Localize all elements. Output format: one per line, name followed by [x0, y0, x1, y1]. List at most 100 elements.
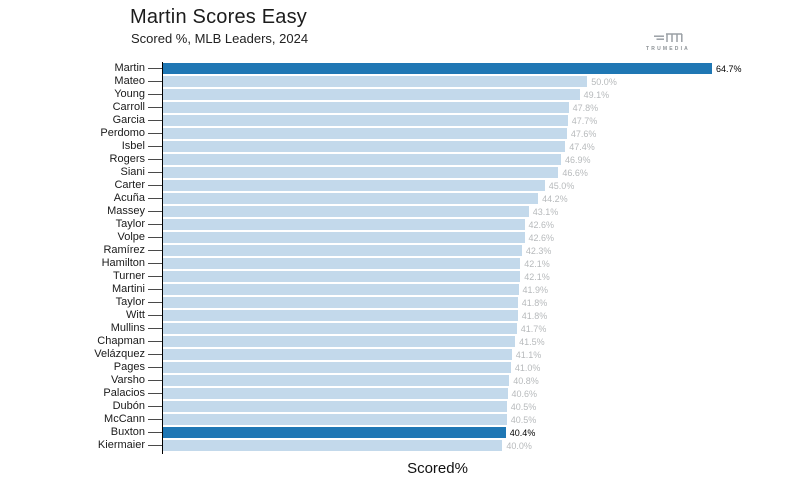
bar-value-label: 47.4%: [569, 141, 595, 152]
y-axis-tick: [148, 289, 162, 290]
y-axis-label: Perdomo: [100, 127, 145, 139]
y-axis-tick: [148, 68, 162, 69]
y-axis-tick: [148, 406, 162, 407]
y-axis-tick: [148, 328, 162, 329]
y-axis-label: Mateo: [114, 75, 145, 87]
bar-row: Young 49.1%: [0, 88, 800, 101]
bar-row: Martin 64.7%: [0, 62, 800, 75]
bar: [163, 206, 529, 217]
y-axis-tick: [148, 81, 162, 82]
bar-value-label: 40.5%: [510, 401, 537, 412]
bar-row: Dubón 40.5%: [0, 400, 800, 413]
bar-row: McCann 40.5%: [0, 413, 800, 426]
y-axis-tick: [148, 159, 162, 160]
bar-value-label: 46.6%: [562, 167, 588, 178]
plot-area: Martin 64.7% Mateo 50.0% Young 49.1% Car…: [0, 62, 800, 456]
bar: [163, 89, 580, 100]
bar-value-label: 46.9%: [565, 154, 591, 165]
bar-value-label: 47.8%: [572, 102, 599, 113]
bar-value-label: 40.4%: [509, 427, 536, 438]
trumedia-logo-text: TRUMEDIA: [646, 46, 690, 52]
trumedia-logo: TRUMEDIA: [640, 31, 696, 52]
bar-row: Varsho 40.8%: [0, 374, 800, 387]
y-axis-label: Young: [114, 88, 145, 100]
bar: [163, 167, 559, 178]
bar-value-label: 41.8%: [521, 310, 548, 321]
bar: [163, 310, 518, 321]
y-axis-label: Varsho: [110, 374, 145, 386]
y-axis-line: [162, 62, 163, 454]
bar-row: Chapman 41.5%: [0, 335, 800, 348]
bar: [163, 141, 566, 152]
y-axis-tick: [148, 367, 162, 368]
bar-row: Garcia 47.7%: [0, 114, 800, 127]
y-axis-label: Massey: [107, 205, 145, 217]
bar-value-label: 40.8%: [513, 375, 539, 386]
y-axis-label: Palacios: [103, 387, 145, 399]
bar: [163, 375, 510, 386]
bar-value-label: 42.3%: [525, 245, 552, 256]
bar-row: Witt 41.8%: [0, 309, 800, 322]
chart-title: Martin Scores Easy: [130, 6, 307, 28]
y-axis-label: Garcia: [112, 114, 145, 126]
y-axis-label: Hamilton: [101, 257, 145, 269]
bar-value-label: 41.7%: [520, 323, 547, 334]
bar-row: Turner 42.1%: [0, 270, 800, 283]
y-axis-label: Turner: [113, 270, 145, 282]
bar-value-label: 41.5%: [519, 336, 545, 347]
bar-value-label: 45.0%: [548, 180, 575, 191]
y-axis-label: Pages: [113, 361, 145, 373]
bar-row: Martini 41.9%: [0, 283, 800, 296]
bar: [163, 154, 561, 165]
bar: [163, 401, 507, 412]
bar-row: Taylor 41.8%: [0, 296, 800, 309]
y-axis-tick: [148, 107, 162, 108]
bar-value-label: 42.6%: [528, 232, 555, 243]
y-axis-tick: [148, 94, 162, 95]
y-axis-label: Carroll: [112, 101, 145, 113]
bar-row: Acuña 44.2%: [0, 192, 800, 205]
bar: [163, 102, 569, 113]
bar: [163, 362, 511, 373]
bar: [163, 219, 525, 230]
y-axis-label: Rogers: [109, 153, 145, 165]
y-axis-tick: [148, 341, 162, 342]
bar: [163, 349, 512, 360]
bar-row: Buxton 40.4%: [0, 426, 800, 439]
y-axis-tick: [148, 133, 162, 134]
bar-rows: Martin 64.7% Mateo 50.0% Young 49.1% Car…: [0, 62, 800, 452]
bar-row: Massey 43.1%: [0, 205, 800, 218]
y-axis-label: Mullins: [110, 322, 145, 334]
y-axis-tick: [148, 172, 162, 173]
y-axis-tick: [148, 419, 162, 420]
bar-value-label: 43.1%: [532, 206, 559, 217]
bar-row: Carroll 47.8%: [0, 101, 800, 114]
bar: [163, 76, 588, 87]
bar-value-label: 41.0%: [514, 362, 541, 373]
bar: [163, 63, 712, 74]
y-axis-label: Ramírez: [103, 244, 145, 256]
bar-row: Palacios 40.6%: [0, 387, 800, 400]
bar-value-label: 64.7%: [716, 63, 742, 74]
y-axis-label: Martini: [111, 283, 145, 295]
bar-row: Perdomo 47.6%: [0, 127, 800, 140]
bar-value-label: 44.2%: [542, 193, 568, 204]
y-axis-tick: [148, 432, 162, 433]
bar-value-label: 49.1%: [583, 89, 610, 100]
bar-value-label: 42.1%: [524, 258, 550, 269]
bar: [163, 193, 539, 204]
y-axis-label: Chapman: [97, 335, 145, 347]
bar-value-label: 40.0%: [506, 440, 532, 451]
bar-row: Ramírez 42.3%: [0, 244, 800, 257]
bar-row: Siani 46.6%: [0, 166, 800, 179]
y-axis-tick: [148, 393, 162, 394]
y-axis-tick: [148, 211, 162, 212]
y-axis-tick: [148, 185, 162, 186]
y-axis-tick: [148, 250, 162, 251]
bar: [163, 258, 521, 269]
y-axis-tick: [148, 198, 162, 199]
y-axis-label: Dubón: [112, 400, 145, 412]
y-axis-label: Acuña: [113, 192, 145, 204]
y-axis-label: McCann: [104, 413, 145, 425]
